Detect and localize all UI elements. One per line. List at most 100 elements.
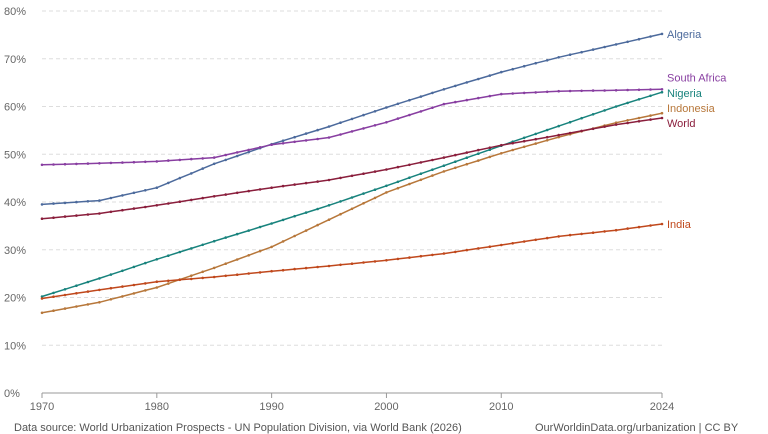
data-point <box>201 276 204 280</box>
data-point <box>109 298 113 301</box>
data-point <box>362 113 365 117</box>
data-point <box>327 178 331 182</box>
data-point <box>500 70 503 74</box>
data-point <box>522 139 526 143</box>
data-point <box>557 135 560 139</box>
data-point <box>121 161 124 164</box>
data-point <box>98 162 101 165</box>
data-point <box>522 145 526 149</box>
data-point <box>362 127 365 130</box>
data-point <box>442 102 446 106</box>
data-point <box>454 166 457 170</box>
data-point <box>86 200 90 203</box>
data-point <box>132 191 136 195</box>
data-point <box>419 254 423 258</box>
data-point <box>637 98 641 101</box>
data-point <box>649 35 652 38</box>
data-point <box>477 159 480 162</box>
data-point <box>477 77 480 81</box>
data-point <box>212 275 216 279</box>
data-point <box>522 64 526 68</box>
x-tick-label: 2010 <box>489 401 513 413</box>
data-point <box>408 163 411 167</box>
data-point <box>591 127 595 131</box>
data-point <box>454 100 457 104</box>
data-point <box>373 196 377 200</box>
data-point <box>649 114 652 117</box>
data-point <box>63 201 67 205</box>
data-point <box>235 151 239 154</box>
data-point <box>327 136 331 139</box>
data-point <box>431 168 434 171</box>
data-point <box>224 193 227 196</box>
data-point <box>500 243 503 247</box>
data-point <box>339 212 342 216</box>
data-point <box>293 267 296 271</box>
data-point <box>557 89 560 93</box>
series-line-indonesia <box>41 112 663 314</box>
data-point <box>247 254 250 257</box>
data-point <box>75 214 78 217</box>
data-point <box>327 204 331 207</box>
data-point <box>408 113 411 117</box>
data-point <box>511 92 514 95</box>
data-point <box>201 243 204 247</box>
data-point <box>442 252 446 255</box>
data-point <box>155 286 159 289</box>
data-point <box>500 152 503 155</box>
data-point <box>442 170 446 173</box>
data-point <box>660 32 664 36</box>
data-point <box>293 183 296 186</box>
data-point <box>121 208 124 212</box>
data-point <box>144 189 147 192</box>
data-point <box>557 124 560 128</box>
data-point <box>201 157 204 160</box>
data-point <box>431 158 434 162</box>
data-point <box>614 121 618 124</box>
data-point <box>109 161 113 165</box>
data-point <box>40 295 44 298</box>
data-point <box>637 88 641 92</box>
data-point <box>385 184 388 188</box>
data-point <box>86 213 90 216</box>
data-point <box>258 249 262 253</box>
data-point <box>545 59 549 62</box>
data-point <box>247 148 250 152</box>
data-point <box>258 271 262 274</box>
data-point <box>580 116 583 120</box>
data-point <box>75 292 78 295</box>
y-tick-label: 50% <box>4 149 26 161</box>
data-point <box>431 253 434 257</box>
data-point <box>224 274 227 278</box>
data-point <box>121 194 124 197</box>
grid-lines <box>42 10 662 346</box>
series-layer <box>40 32 664 315</box>
data-point <box>190 277 193 281</box>
data-point <box>557 235 560 238</box>
data-point <box>660 222 664 226</box>
data-point <box>63 307 67 310</box>
data-point <box>52 202 55 205</box>
data-point <box>568 89 572 93</box>
data-point <box>614 89 618 92</box>
x-tick-label: 2000 <box>374 401 398 413</box>
series-label: Indonesia <box>667 103 716 115</box>
data-point <box>201 167 204 170</box>
data-point <box>522 136 526 140</box>
data-point <box>408 182 411 186</box>
series-label: India <box>667 219 692 231</box>
data-point <box>522 240 526 243</box>
data-point <box>293 214 296 218</box>
data-point <box>591 113 595 116</box>
data-point <box>339 133 342 136</box>
y-tick-label: 80% <box>4 6 26 18</box>
data-point <box>591 231 595 234</box>
data-point <box>396 165 400 169</box>
y-tick-label: 0% <box>4 388 20 400</box>
data-point <box>339 176 342 180</box>
data-point <box>477 96 480 100</box>
data-point <box>362 261 365 264</box>
data-point <box>373 188 377 191</box>
data-point <box>212 156 216 159</box>
data-point <box>580 89 583 93</box>
